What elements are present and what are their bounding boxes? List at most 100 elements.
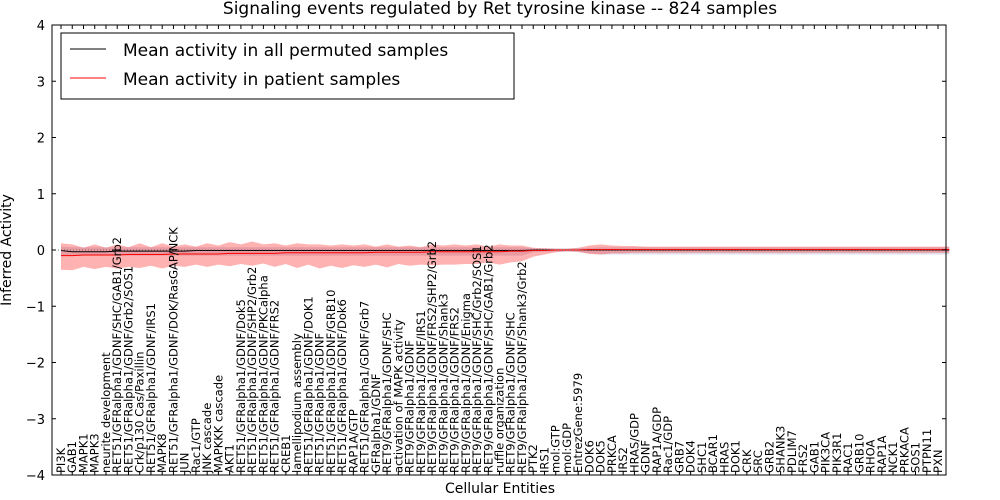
category-label: GAB1 xyxy=(65,441,79,473)
y-tick-label: 3 xyxy=(37,75,45,90)
category-label: GFRalpha1/GDNF xyxy=(369,374,383,473)
category-label: RET51/GFRalpha1/GDNF/IRS1 xyxy=(144,303,158,473)
category-label: RAP1A/GDP xyxy=(650,407,664,473)
category-label: MAPK1 xyxy=(76,433,90,473)
category-label: RET9/GFRalpha1/GDNF/IRS1 xyxy=(414,310,428,473)
category-label: JNK cascade xyxy=(200,403,214,474)
category-label: PIK3R1 xyxy=(830,433,844,474)
category-label: RET51/GFRalpha1/GDNF/DOK/RasGAP/NCK xyxy=(166,227,180,473)
category-label: Rac1/GTP xyxy=(189,418,203,473)
y-tick-label: −1 xyxy=(26,300,45,315)
category-label: AKT1 xyxy=(223,444,237,473)
category-label: RET51/GFRalpha1/GDNF/PKCalpha xyxy=(256,275,270,473)
category-label: RET9/GFRalpha1/GDNF/FRS2 xyxy=(448,307,462,473)
category-label: GRB7 xyxy=(672,441,686,473)
category-label: neurite development xyxy=(99,352,113,473)
category-label: FRS2 xyxy=(796,444,810,473)
category-label: RET9/GFRalpha1/GDNF xyxy=(403,340,417,473)
category-label: PI3K xyxy=(54,447,68,473)
category-label: RET51/GFRalpha1/GDNF/FRS2 xyxy=(268,300,282,473)
category-label: SHC1 xyxy=(695,442,709,473)
y-axis-label: Inferred Activity xyxy=(0,194,15,306)
confidence-bands xyxy=(61,241,950,271)
category-label: RET9/GFRalpha1/GDNF/SHC/GAB1/Grb2 xyxy=(481,244,495,473)
category-label: RET51/GFRalpha1/GDNF/Dok6 xyxy=(335,299,349,473)
legend-label-permuted: Mean activity in all permuted samples xyxy=(123,41,448,61)
category-label: RET51/GFRalpha1/GDNF/Grb2/SOS1 xyxy=(121,266,135,473)
category-label: RHOA xyxy=(864,440,878,473)
category-label: DOK5 xyxy=(594,440,608,473)
category-label: RET9/GFRalpha1/GDNF/SHC xyxy=(380,312,394,473)
category-label: RAP1A/GTP xyxy=(346,409,360,473)
category-label: RET51/GFRalpha1/GDNF/Grb7 xyxy=(358,301,372,473)
y-tick-label: 4 xyxy=(37,19,45,34)
category-label: HRAS/GDP xyxy=(627,413,641,473)
category-label: RET9/GFRalpha1/GDNF/Enigma xyxy=(459,293,473,473)
category-label: lamellipodium assembly xyxy=(290,333,304,473)
category-label: PRKCA xyxy=(605,435,619,473)
y-tick-label: 0 xyxy=(37,244,45,259)
x-axis-ticks xyxy=(60,25,939,475)
y-tick-label: 1 xyxy=(37,188,45,203)
category-label: PTPN11 xyxy=(920,429,934,473)
category-label: Crk/p130 Cas/Paxillin xyxy=(133,352,147,473)
y-tick-label: −4 xyxy=(26,469,45,484)
category-label: NCK1 xyxy=(886,442,900,474)
y-axis-ticks: −4 −3 −2 −1 0 1 2 3 4 xyxy=(26,19,946,484)
category-label: CREB1 xyxy=(279,435,293,474)
category-label: PRKACA xyxy=(897,427,911,473)
category-label: PTK2 xyxy=(526,444,540,473)
legend: Mean activity in all permuted samples Me… xyxy=(60,32,515,100)
category-label: Rac1/GDP xyxy=(661,416,675,473)
category-label: RET9/GFRalpha1/GDNF/SHC xyxy=(504,312,518,473)
category-label: SHANK3 xyxy=(774,426,788,473)
category-label: activation of MAPK activity xyxy=(391,319,405,473)
category-label: PDLIM7 xyxy=(785,430,799,473)
line-series-0 xyxy=(60,249,950,253)
legend-box xyxy=(60,32,515,100)
category-label: JUN xyxy=(178,453,192,474)
category-label: RET9/GFRalpha1/GDNF/FRS2/SHP2/Grb2 xyxy=(425,241,439,473)
category-label: EntrezGene:5979 xyxy=(571,373,585,473)
series-lines xyxy=(60,248,950,257)
category-label: PXN xyxy=(931,450,945,473)
chart-title: Signaling events regulated by Ret tyrosi… xyxy=(223,0,777,19)
y-tick-label: −3 xyxy=(26,413,45,428)
category-label: HRAS xyxy=(717,442,731,473)
category-label: RET51/GFRalpha1/GDNF/SHP2/Grb2 xyxy=(245,267,259,473)
category-label: DOK6 xyxy=(582,440,596,473)
category-label: RAC1 xyxy=(841,442,855,473)
category-label: GDNF xyxy=(639,440,653,473)
category-label: IRS1 xyxy=(537,447,551,473)
legend-label-patient: Mean activity in patient samples xyxy=(123,70,400,90)
x-axis-label: Cellular Entities xyxy=(445,481,555,497)
category-label: CRK xyxy=(740,449,754,473)
category-label: MAPKKK cascade xyxy=(211,375,225,473)
category-label: DOK4 xyxy=(684,440,698,473)
y-tick-label: 2 xyxy=(37,132,45,147)
category-label: RET51/GFRalpha1/GDNF xyxy=(313,333,327,473)
category-label: mol:GDP xyxy=(560,423,574,473)
category-label: MAPK8 xyxy=(155,433,169,473)
category-label: BCAR1 xyxy=(706,434,720,473)
category-label: DOK1 xyxy=(729,440,743,473)
category-label: RET9/GFRalpha1/GDNF/Shank3/Grb2 xyxy=(515,261,529,473)
category-label: RET51/GFRalpha1/GDNF/GRB10 xyxy=(324,290,338,473)
category-label: IRS2 xyxy=(616,447,630,473)
category-label: GRB10 xyxy=(852,434,866,473)
category-label: RET51/GFRalpha1/GDNF/DOK1 xyxy=(301,296,315,473)
category-label: RET51/GFRalpha1/GDNF/Dok5 xyxy=(234,299,248,473)
category-label: mol:GTP xyxy=(549,425,563,473)
category-label: RAP1A xyxy=(875,435,889,473)
category-label: ruffle organization xyxy=(493,368,507,473)
category-label: GRB2 xyxy=(762,441,776,473)
line-series-1 xyxy=(61,248,950,257)
category-label: RET9/GFRalpha1/GDNF/Shank3 xyxy=(436,293,450,473)
category-label: PIK3CA xyxy=(819,432,833,473)
category-label: RET51/GFRalpha1/GDNF/SHC/GAB1/Grb2 xyxy=(110,237,124,473)
category-label: SOS1 xyxy=(909,442,923,473)
band-series-1 xyxy=(61,241,950,271)
category-label: MAPK3 xyxy=(88,433,102,473)
